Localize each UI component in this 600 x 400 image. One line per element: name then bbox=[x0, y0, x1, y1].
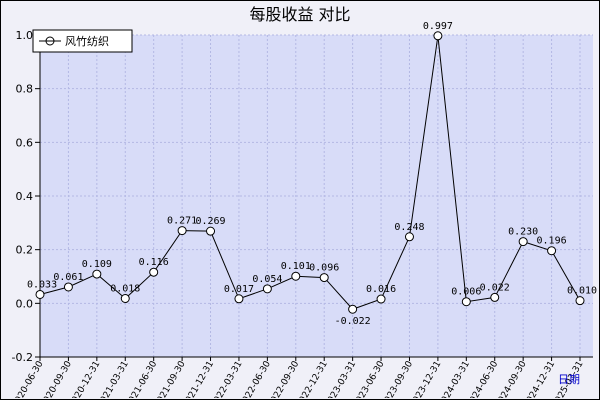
data-label: 0.096 bbox=[309, 263, 339, 274]
data-point bbox=[234, 294, 244, 304]
data-point bbox=[319, 273, 329, 283]
data-label: 0.033 bbox=[27, 279, 57, 290]
y-axis: -0.2 0.0 0.2 0.4 0.6 0.8 1.0 bbox=[12, 29, 41, 364]
data-point bbox=[376, 294, 386, 304]
data-point bbox=[547, 246, 557, 256]
data-point bbox=[461, 297, 471, 307]
x-tick-label: 2020-06-30 bbox=[11, 359, 46, 400]
data-point bbox=[433, 31, 443, 41]
data-point bbox=[518, 237, 528, 247]
data-label: 0.116 bbox=[139, 257, 169, 268]
data-point bbox=[63, 282, 73, 292]
series-line bbox=[39, 35, 581, 310]
data-point bbox=[92, 269, 102, 279]
y-tick-label: 1.0 bbox=[16, 29, 34, 42]
legend: 风竹纺织 bbox=[32, 29, 133, 53]
data-label: 0.230 bbox=[508, 227, 538, 238]
data-label: 0.196 bbox=[537, 236, 567, 247]
y-tick-label: 0.2 bbox=[16, 244, 34, 257]
data-label: 0.006 bbox=[451, 287, 481, 298]
chart-title: 每股收益 对比 bbox=[249, 5, 350, 24]
data-label: -0.022 bbox=[335, 316, 371, 327]
data-point bbox=[404, 232, 414, 242]
data-point bbox=[575, 296, 585, 306]
data-label: 0.271 bbox=[167, 216, 197, 227]
data-label: 0.017 bbox=[224, 284, 254, 295]
data-point bbox=[262, 284, 272, 294]
data-label: 0.018 bbox=[110, 284, 140, 295]
legend-marker bbox=[45, 36, 55, 46]
data-point bbox=[490, 292, 500, 302]
legend-label-fengzhu: 风竹纺织 bbox=[65, 34, 109, 48]
y-tick-label: 0.0 bbox=[16, 297, 34, 310]
data-label: 0.054 bbox=[252, 274, 282, 285]
x-axis: 2020-06-302020-09-302020-12-312021-03-31… bbox=[11, 356, 593, 400]
y-tick-label: 0.4 bbox=[16, 190, 34, 203]
y-tick-label: 0.8 bbox=[16, 83, 34, 96]
data-label: 0.061 bbox=[53, 272, 83, 283]
y-tick-label: 0.6 bbox=[16, 136, 34, 149]
data-point bbox=[348, 304, 358, 314]
y-tick-label: -0.2 bbox=[12, 351, 33, 364]
data-point bbox=[35, 289, 45, 299]
data-point bbox=[206, 226, 216, 236]
x-axis-label: 日期 bbox=[558, 373, 580, 386]
data-point bbox=[149, 267, 159, 277]
data-point bbox=[177, 226, 187, 236]
data-label: 0.101 bbox=[281, 261, 311, 272]
data-label: 0.109 bbox=[82, 259, 112, 270]
data-label: 0.269 bbox=[195, 216, 225, 227]
data-point bbox=[291, 271, 301, 281]
data-point bbox=[120, 294, 130, 304]
data-label: 0.022 bbox=[480, 282, 510, 293]
data-label: 0.016 bbox=[366, 284, 396, 295]
data-points bbox=[35, 31, 585, 314]
data-label: 0.997 bbox=[423, 21, 453, 32]
data-label: 0.010 bbox=[567, 286, 597, 297]
data-label: 0.248 bbox=[394, 222, 424, 233]
legend-box bbox=[32, 29, 133, 53]
